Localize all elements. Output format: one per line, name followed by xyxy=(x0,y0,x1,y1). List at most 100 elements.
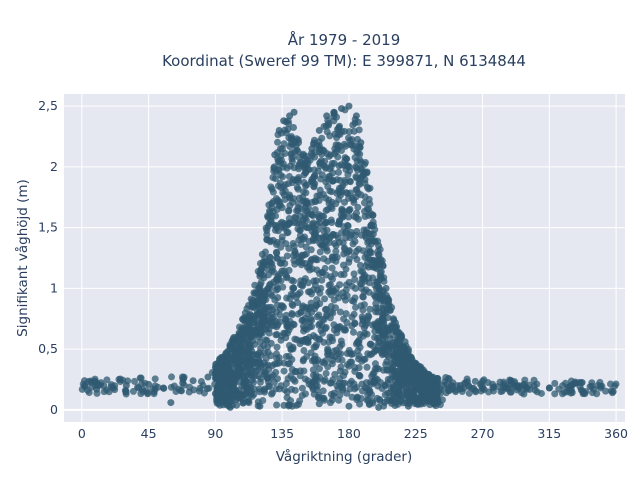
scatter-point xyxy=(375,242,383,250)
scatter-point xyxy=(335,162,343,170)
scatter-point xyxy=(300,367,308,375)
scatter-point xyxy=(312,343,320,351)
x-tick-label: 0 xyxy=(78,426,86,441)
scatter-point xyxy=(261,388,269,396)
scatter-point xyxy=(289,124,297,132)
scatter-point xyxy=(301,275,309,283)
scatter-point xyxy=(332,148,340,156)
scatter-point xyxy=(358,313,366,321)
scatter-point xyxy=(320,122,328,130)
scatter-point xyxy=(320,377,328,385)
scatter-point xyxy=(352,163,360,171)
scatter-point xyxy=(122,382,130,390)
scatter-point xyxy=(507,388,515,396)
scatter-point xyxy=(345,213,353,221)
scatter-point xyxy=(329,177,337,185)
scatter-point xyxy=(294,299,302,307)
scatter-point xyxy=(327,232,335,240)
scatter-point xyxy=(218,379,226,387)
scatter-point xyxy=(289,284,297,292)
scatter-point xyxy=(412,363,420,371)
scatter-point xyxy=(325,338,333,346)
scatter-point xyxy=(348,358,356,366)
scatter-point xyxy=(325,199,333,207)
scatter-point xyxy=(479,377,487,385)
scatter-point xyxy=(304,377,312,385)
scatter-point xyxy=(259,396,267,404)
scatter-point xyxy=(350,142,358,150)
scatter-point xyxy=(388,340,396,348)
scatter-point xyxy=(328,356,336,364)
x-tick-label: 90 xyxy=(207,426,223,441)
scatter-point xyxy=(289,175,297,183)
scatter-point xyxy=(277,243,285,251)
scatter-point xyxy=(267,290,275,298)
scatter-point xyxy=(355,126,363,134)
scatter-point xyxy=(343,292,351,300)
scatter-point xyxy=(316,320,324,328)
scatter-point xyxy=(300,346,308,354)
scatter-point xyxy=(307,299,315,307)
scatter-point xyxy=(353,394,361,402)
scatter-point xyxy=(300,163,308,171)
scatter-point xyxy=(204,373,212,381)
scatter-point xyxy=(381,381,389,389)
scatter-point xyxy=(442,389,450,397)
scatter-point xyxy=(309,366,317,374)
scatter-point xyxy=(358,320,366,328)
scatter-point xyxy=(384,375,392,383)
scatter-point xyxy=(337,191,345,199)
scatter-point xyxy=(337,363,345,371)
scatter-point xyxy=(361,212,369,220)
scatter-point xyxy=(272,368,280,376)
scatter-point xyxy=(379,262,387,270)
scatter-point xyxy=(256,402,264,410)
scatter-point xyxy=(227,353,235,361)
scatter-point xyxy=(226,345,234,353)
scatter-point xyxy=(289,153,297,161)
scatter-point xyxy=(367,340,375,348)
scatter-point xyxy=(390,396,398,404)
scatter-point xyxy=(355,371,363,379)
scatter-point xyxy=(255,385,263,393)
x-axis-title: Vågriktning (grader) xyxy=(276,448,413,465)
scatter-point xyxy=(336,308,344,316)
scatter-point xyxy=(234,333,242,341)
scatter-point xyxy=(342,142,350,150)
y-tick-label: 1 xyxy=(50,280,58,295)
scatter-point xyxy=(334,130,342,138)
scatter-point xyxy=(249,302,257,310)
scatter-point xyxy=(551,379,559,387)
scatter-point xyxy=(338,213,346,221)
scatter-point xyxy=(287,372,295,380)
scatter-point xyxy=(346,177,354,185)
scatter-point xyxy=(287,385,295,393)
scatter-point xyxy=(159,384,167,392)
scatter-point xyxy=(386,389,394,397)
scatter-point xyxy=(351,294,359,302)
scatter-point xyxy=(211,369,219,377)
scatter-point xyxy=(383,397,391,405)
scatter-point xyxy=(261,368,269,376)
scatter-point xyxy=(404,402,412,410)
scatter-point xyxy=(344,221,352,229)
scatter-point xyxy=(322,207,330,215)
scatter-point xyxy=(240,391,248,399)
scatter-point xyxy=(471,377,479,385)
scatter-point xyxy=(328,159,336,167)
scatter-point xyxy=(256,359,264,367)
scatter-point xyxy=(361,355,369,363)
scatter-point xyxy=(186,383,194,391)
scatter-point xyxy=(291,248,299,256)
scatter-point xyxy=(383,351,391,359)
scatter-point xyxy=(281,260,289,268)
scatter-point xyxy=(285,215,293,223)
scatter-point xyxy=(81,382,89,390)
scatter-point xyxy=(353,255,361,263)
scatter-point xyxy=(320,147,328,155)
scatter-point xyxy=(434,399,442,407)
scatter-point xyxy=(321,306,329,314)
scatter-point xyxy=(230,383,238,391)
scatter-point xyxy=(432,392,440,400)
scatter-point xyxy=(305,263,313,271)
